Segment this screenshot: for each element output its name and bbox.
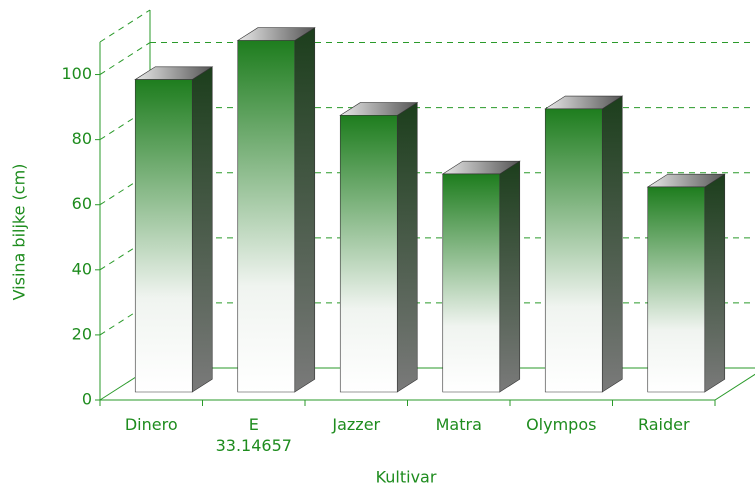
y-tick-label: 100 <box>61 64 92 83</box>
y-tick-label: 40 <box>72 259 92 278</box>
x-tick-label: Olympos <box>526 415 597 434</box>
y-tick-label: 20 <box>72 324 92 343</box>
bar-front <box>442 173 501 393</box>
bar-side <box>601 95 623 393</box>
bar-front <box>237 40 296 393</box>
y-axis-label: Visina biljke (cm) <box>10 164 29 301</box>
y-tick-label: 60 <box>72 194 92 213</box>
x-tick-label: Dinero <box>124 415 178 434</box>
bar-front <box>544 108 603 393</box>
bar <box>236 27 316 393</box>
y-tick-label: 0 <box>82 390 92 409</box>
x-tick-label: E 33.14657 <box>215 415 292 455</box>
x-tick-label: Raider <box>637 415 690 434</box>
bar <box>134 66 214 393</box>
bar-front <box>134 79 193 393</box>
bar <box>646 173 726 393</box>
x-tick-label: Jazzer <box>332 415 381 434</box>
bar <box>544 95 624 393</box>
bar-side <box>191 66 213 393</box>
bar-side <box>499 160 521 393</box>
x-axis-label: Kultivar <box>376 468 437 487</box>
y-tick-label: 80 <box>72 129 92 148</box>
bar-front <box>339 115 398 393</box>
grid-top <box>99 9 151 43</box>
x-tick-label: Matra <box>435 415 482 434</box>
bar <box>339 102 419 393</box>
bar-side <box>294 27 316 393</box>
bar-side <box>704 173 726 393</box>
bar <box>441 160 521 393</box>
bar-front <box>647 186 706 393</box>
bar-side <box>396 102 418 393</box>
grid-line <box>99 42 151 75</box>
